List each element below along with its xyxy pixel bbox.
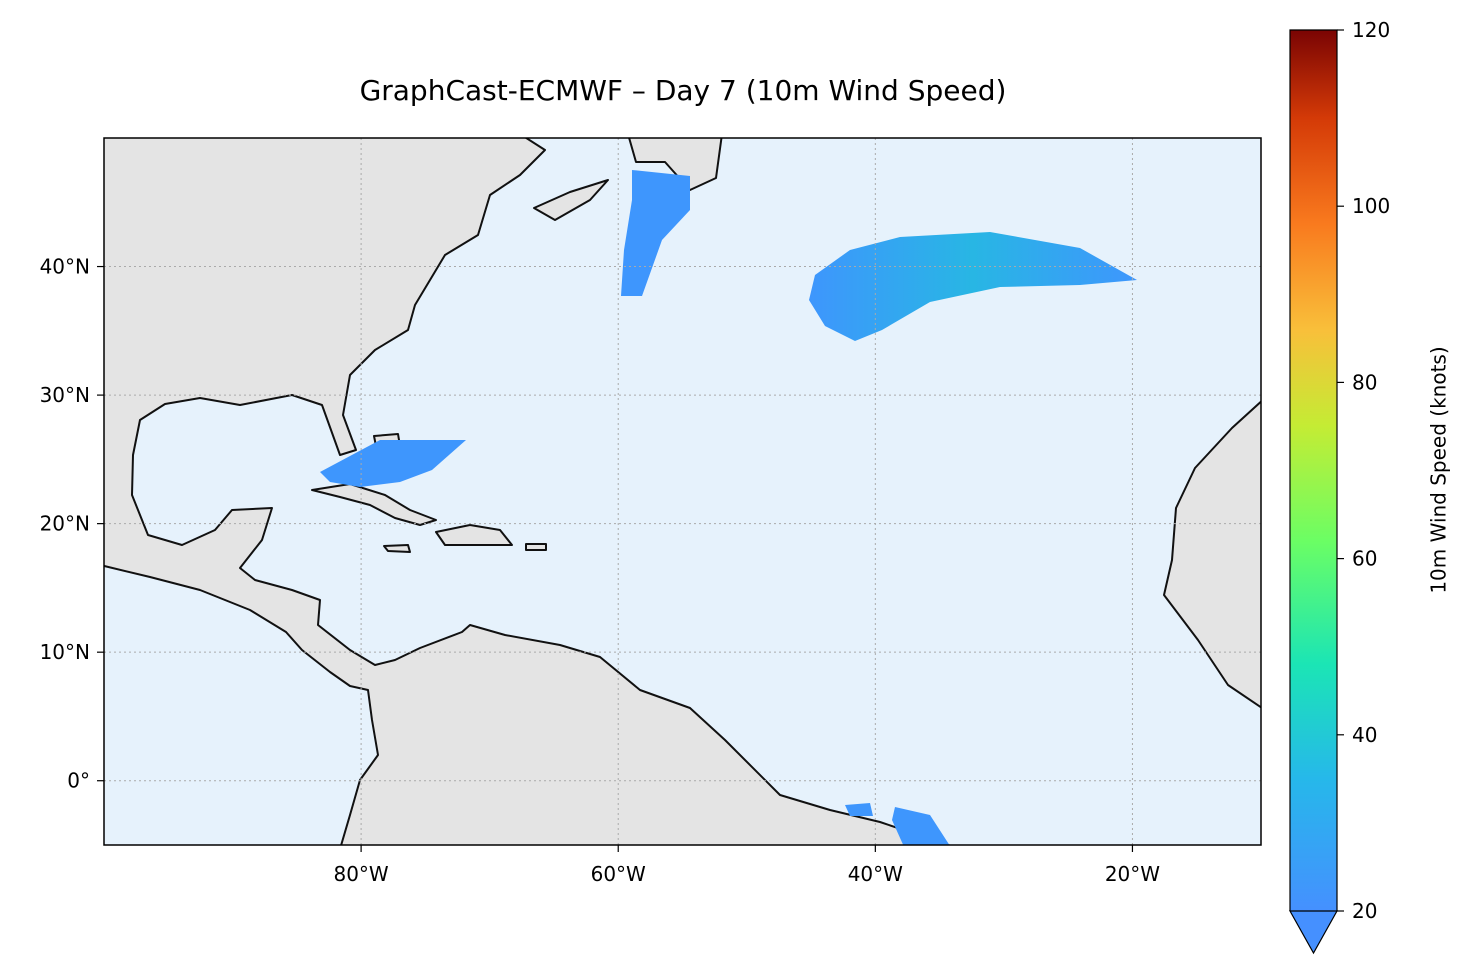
map-area — [104, 138, 1261, 845]
jamaica — [383, 544, 411, 553]
nova-scotia — [533, 179, 609, 221]
x-tick-label: 20°W — [1105, 862, 1160, 886]
x-tick-label: 80°W — [333, 862, 388, 886]
americas — [104, 138, 952, 845]
y-tick-label: 0° — [67, 769, 90, 793]
wind-swath — [621, 170, 690, 296]
puerto-rico — [525, 543, 547, 551]
colorbar-extend — [1288, 910, 1339, 955]
colorbar-tick-label: 20 — [1352, 899, 1377, 923]
y-tick-label: 40°N — [40, 255, 90, 279]
colorbar-tick-label: 100 — [1352, 194, 1390, 218]
colorbar-tick-label: 40 — [1352, 723, 1377, 747]
wind-swath — [845, 803, 873, 816]
y-tick-label: 10°N — [40, 640, 90, 664]
x-tick-label: 60°W — [591, 862, 646, 886]
colorbar-frame — [1289, 29, 1338, 911]
colorbar-tick-label: 60 — [1352, 547, 1377, 571]
hispaniola — [435, 524, 513, 546]
y-tick-label: 30°N — [40, 383, 90, 407]
cuba — [311, 483, 437, 526]
wind-swath — [320, 440, 466, 487]
wind-swath — [892, 807, 950, 845]
plot-frame — [103, 137, 1262, 846]
colorbar-label: 10m Wind Speed (knots) — [1427, 346, 1451, 593]
x-tick-label: 40°W — [848, 862, 903, 886]
chart-title: GraphCast-ECMWF – Day 7 (10m Wind Speed) — [360, 74, 1007, 107]
colorbar-tick-label: 80 — [1352, 370, 1377, 394]
colorbar — [1290, 30, 1337, 911]
africa — [1163, 400, 1261, 709]
y-tick-label: 20°N — [40, 512, 90, 536]
colorbar-tick-label: 120 — [1352, 18, 1390, 42]
wind-swath — [809, 232, 1137, 341]
